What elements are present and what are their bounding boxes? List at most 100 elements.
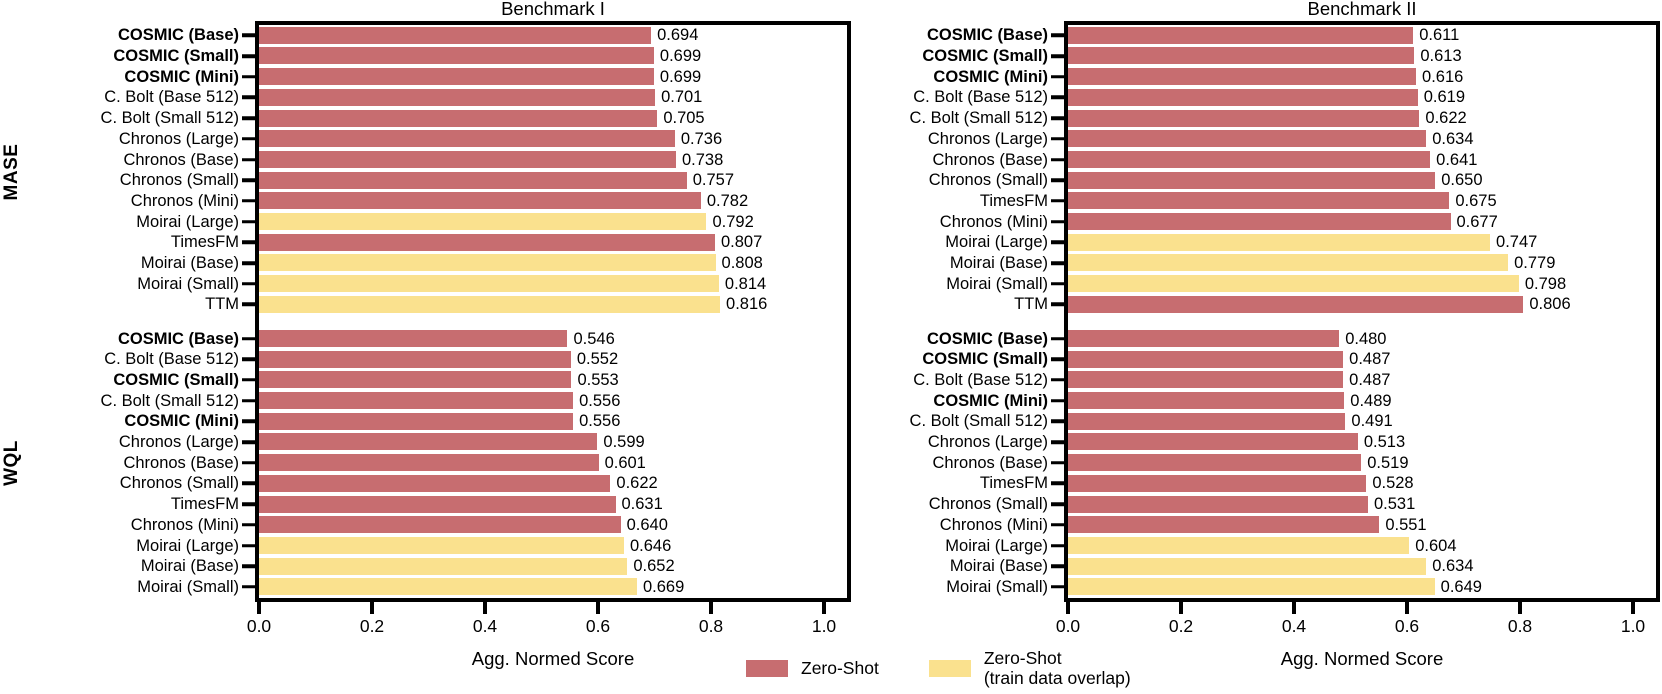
- bar-value-label: 0.556: [579, 391, 621, 410]
- row-label: C. Bolt (Base 512): [104, 88, 239, 107]
- x-tick-label: 0.8: [1507, 616, 1533, 636]
- bar-row: Chronos (Base) 0.601: [123, 452, 847, 473]
- bar-row: C. Bolt (Small 512) 0.556: [101, 390, 847, 411]
- row-label: Chronos (Small): [928, 494, 1048, 513]
- bar-row: COSMIC (Mini) 0.616: [933, 66, 1656, 87]
- y-tick: [242, 502, 255, 506]
- bar-value-label: 0.652: [633, 556, 675, 575]
- y-tick: [242, 543, 255, 548]
- row-label: Chronos (Mini): [130, 191, 239, 210]
- y-tick: [242, 137, 255, 141]
- x-tick: [709, 602, 713, 614]
- y-tick: [1051, 378, 1064, 382]
- bar-zero-shot: [259, 516, 621, 534]
- x-tick: [1179, 602, 1183, 614]
- y-tick: [1051, 240, 1064, 245]
- bar-zero-shot: [259, 433, 598, 451]
- bar-value-label: 0.677: [1456, 212, 1498, 231]
- panel-title: Benchmark I: [501, 0, 605, 19]
- y-tick: [1051, 502, 1064, 506]
- x-tick: [1518, 602, 1522, 614]
- row-label: Moirai (Base): [140, 253, 239, 272]
- bar-value-label: 0.634: [1432, 129, 1474, 148]
- bar-value-label: 0.806: [1529, 295, 1571, 314]
- row-label: COSMIC (Base): [117, 329, 239, 348]
- bar-row: C. Bolt (Small 512) 0.622: [910, 108, 1656, 129]
- bar-value-label: 0.528: [1372, 474, 1414, 493]
- y-tick: [1051, 398, 1064, 403]
- x-tick: [1066, 602, 1070, 614]
- bar-row: Moirai (Large) 0.646: [136, 535, 847, 556]
- x-tick: [1405, 602, 1409, 614]
- row-label: Chronos (Mini): [130, 515, 239, 534]
- bar-zero-shot: [259, 171, 687, 189]
- bar-row: COSMIC (Mini) 0.556: [124, 411, 847, 432]
- bar-zero-shot: [259, 329, 568, 347]
- x-tick: [1292, 602, 1296, 614]
- bar-value-label: 0.640: [626, 515, 668, 534]
- x-tick-label: 0.2: [1168, 616, 1194, 636]
- row-label: C. Bolt (Base 512): [913, 370, 1048, 389]
- bar-zero-shot-overlap: [1068, 233, 1491, 251]
- bar-value-label: 0.616: [1422, 67, 1464, 86]
- bar-zero-shot: [259, 109, 658, 127]
- row-label: TimesFM: [979, 474, 1048, 493]
- bar-value-label: 0.699: [659, 67, 702, 86]
- row-label: Moirai (Base): [949, 556, 1048, 575]
- bar-row: COSMIC (Small) 0.613: [922, 46, 1656, 67]
- bar-value-label: 0.489: [1350, 391, 1392, 410]
- bar-row: Moirai (Base) 0.808: [141, 253, 847, 274]
- bar-row: Moirai (Base) 0.779: [950, 253, 1656, 274]
- bar-row: COSMIC (Small) 0.553: [113, 370, 847, 391]
- bar-zero-shot-overlap: [1068, 557, 1427, 575]
- bar-row: C. Bolt (Base 512) 0.619: [913, 87, 1656, 108]
- bar-zero-shot: [1068, 350, 1344, 368]
- bar-value-label: 0.604: [1415, 536, 1457, 555]
- bar-row: C. Bolt (Small 512) 0.705: [101, 108, 847, 129]
- x-tick: [1631, 602, 1635, 614]
- bar-row: Moirai (Base) 0.652: [141, 556, 847, 577]
- row-label: C. Bolt (Base 512): [913, 88, 1048, 107]
- bar-zero-shot: [1068, 474, 1367, 492]
- bar-value-label: 0.808: [721, 253, 763, 272]
- bar-zero-shot: [1068, 130, 1427, 148]
- bar-zero-shot-overlap: [259, 213, 707, 231]
- row-label: Chronos (Mini): [939, 212, 1048, 231]
- bar-row: Chronos (Large) 0.634: [928, 129, 1656, 150]
- row-label: Moirai (Large): [136, 536, 239, 555]
- y-tick: [242, 261, 255, 265]
- x-tick-label: 0.2: [359, 616, 385, 636]
- row-label: Moirai (Base): [140, 556, 239, 575]
- bar-zero-shot: [1068, 454, 1362, 472]
- bar-zero-shot: [1068, 150, 1431, 168]
- y-tick: [242, 302, 255, 307]
- panel-title: Benchmark II: [1307, 0, 1417, 19]
- bar-value-label: 0.694: [657, 26, 699, 45]
- bar-row: Chronos (Large) 0.599: [119, 432, 847, 453]
- bar-zero-shot-overlap: [259, 578, 637, 596]
- row-label: Moirai (Large): [945, 233, 1048, 252]
- bar-zero-shot: [259, 88, 656, 106]
- bar-row: COSMIC (Base) 0.694: [118, 25, 847, 46]
- row-label: Chronos (Large): [927, 432, 1048, 451]
- bar-value-label: 0.779: [1514, 253, 1556, 272]
- row-label: Chronos (Large): [118, 129, 239, 148]
- row-label: TTM: [1014, 295, 1048, 314]
- row-label: Chronos (Mini): [939, 515, 1048, 534]
- y-tick: [1051, 585, 1064, 589]
- bar-value-label: 0.480: [1345, 329, 1387, 348]
- bar-row: TimesFM 0.675: [980, 191, 1656, 212]
- bar-row: Chronos (Base) 0.641: [932, 149, 1656, 170]
- y-tick: [242, 460, 255, 465]
- y-tick: [1051, 336, 1064, 341]
- bar-row: Chronos (Small) 0.757: [120, 170, 847, 191]
- row-label: Moirai (Small): [137, 274, 239, 293]
- x-axis-label: Agg. Normed Score: [471, 648, 635, 669]
- bar-zero-shot: [1068, 171, 1436, 189]
- y-tick: [242, 357, 255, 361]
- y-tick: [242, 585, 255, 589]
- row-label: Chronos (Small): [928, 170, 1048, 189]
- legend-label-zero-shot-overlap: Zero-Shot (train data overlap): [984, 648, 1131, 688]
